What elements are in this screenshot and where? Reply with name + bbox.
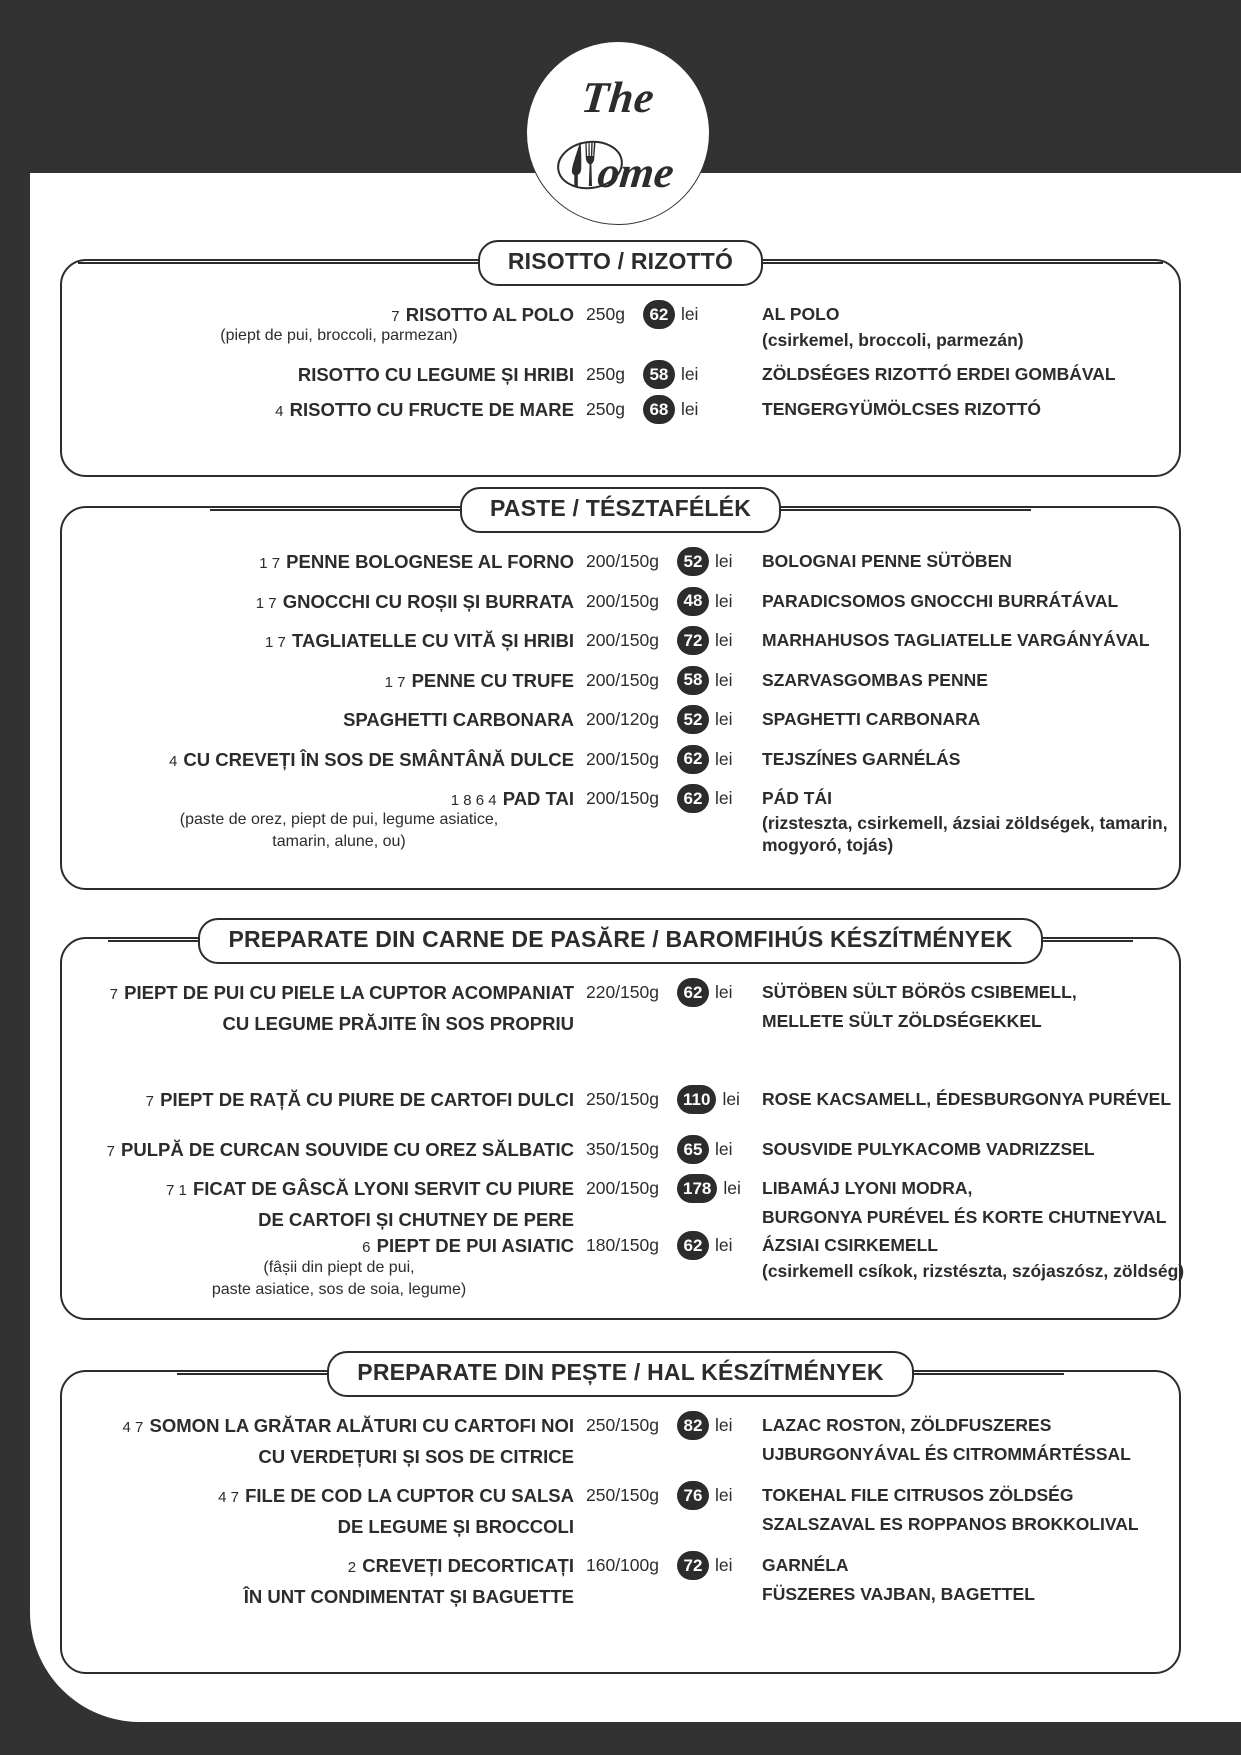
svg-text:ome: ome bbox=[595, 148, 676, 196]
